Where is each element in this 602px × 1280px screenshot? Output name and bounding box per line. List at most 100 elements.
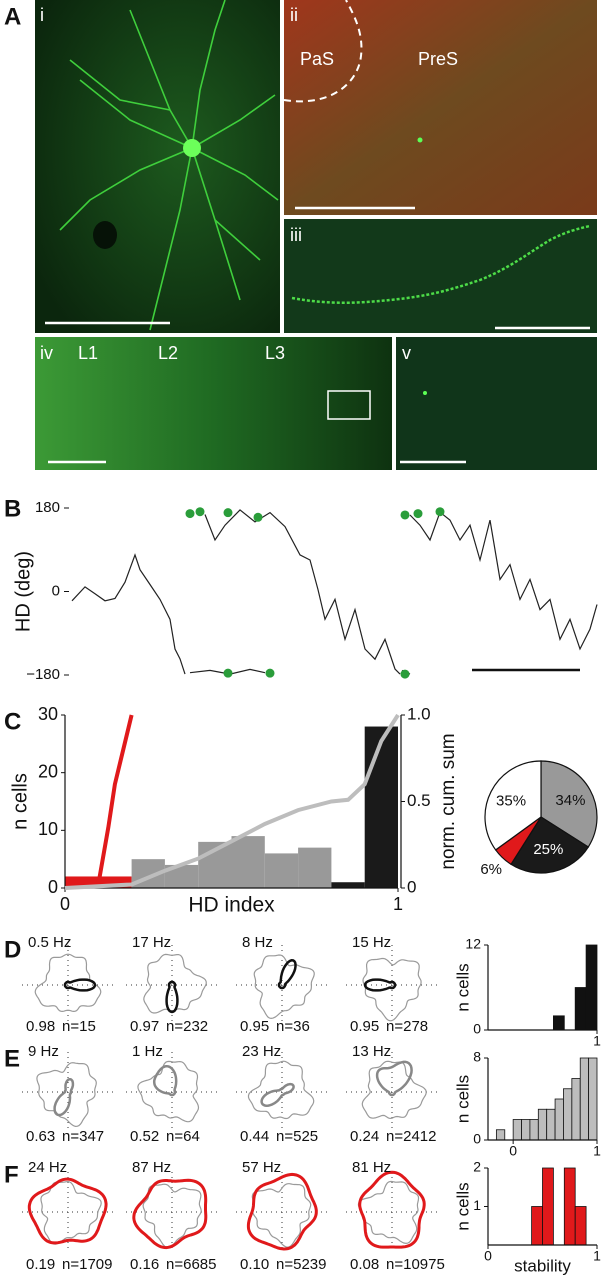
y-tick-label: −180 [26, 666, 60, 683]
x-tick-label: 0 [484, 1248, 492, 1264]
stability: 0.63 [26, 1128, 55, 1145]
panel-letter: D [4, 936, 21, 963]
cell-count: n=347 [62, 1128, 104, 1145]
stability: 0.16 [130, 1256, 159, 1273]
tuning-curve [358, 1170, 426, 1249]
bar [574, 1206, 587, 1246]
bar [65, 876, 99, 888]
spike [223, 668, 233, 678]
bar [571, 1078, 581, 1141]
tuning-curve [63, 978, 97, 992]
panel-letter: B [4, 495, 21, 522]
panel-letter: A [4, 3, 21, 30]
x-tick-label: 1 [593, 1248, 601, 1264]
spike [185, 509, 195, 519]
cell-count: n=15 [62, 1018, 96, 1035]
bar [574, 987, 587, 1031]
occupancy-outline [247, 1060, 315, 1120]
stability: 0.95 [240, 1018, 269, 1035]
soma [183, 139, 201, 157]
occupancy-outline [34, 953, 102, 1013]
cell-count: n=1709 [62, 1256, 112, 1273]
cell-count: n=525 [276, 1128, 318, 1145]
stability: 0.98 [26, 1018, 55, 1035]
y-tick-label: 2 [473, 1159, 481, 1175]
y-axis-label: HD (deg) [12, 551, 34, 632]
firing-rate: 8 Hz [242, 934, 273, 951]
layer-label: L2 [158, 343, 178, 363]
y2-axis-label: norm. cum. sum [438, 733, 459, 869]
firing-rate: 81 Hz [352, 1159, 391, 1176]
stability: 0.24 [350, 1128, 379, 1145]
bar [585, 944, 598, 1031]
shadow [93, 221, 117, 249]
tuning-curve [246, 1172, 318, 1251]
tuning-curve [277, 959, 297, 990]
cumulative-line [96, 714, 134, 885]
occupancy-outline [361, 1060, 427, 1120]
x-tick-label: 0 [60, 894, 70, 914]
y-tick-label: 0 [473, 1131, 481, 1147]
bar [331, 882, 365, 888]
y-tick-label: 10 [38, 819, 58, 839]
bar [98, 876, 132, 888]
firing-rate: 1 Hz [132, 1043, 163, 1060]
micrograph [284, 219, 597, 333]
y-axis-label: n cells [453, 963, 472, 1011]
stability: 0.19 [26, 1256, 55, 1273]
tuning-curve [27, 1177, 108, 1245]
y-tick-label: 0 [473, 1021, 481, 1037]
x-axis-label: stability [514, 1256, 571, 1275]
x-tick-label: 0 [509, 1143, 517, 1159]
x-axis-label: HD index [188, 894, 275, 917]
pie-label: 6% [480, 861, 502, 878]
y2-tick-label: 1.0 [407, 704, 431, 723]
bar [542, 1167, 554, 1246]
tuning-curve [132, 1178, 208, 1250]
pie-slice [484, 760, 542, 851]
micrograph [35, 0, 280, 333]
y-tick-label: 8 [473, 1049, 481, 1065]
image-label: ii [290, 5, 298, 25]
tuning-curve [260, 1082, 295, 1107]
region-label: PreS [418, 49, 458, 69]
occupancy-outline [40, 1180, 102, 1245]
bar [579, 1057, 590, 1141]
firing-rate: 0.5 Hz [28, 934, 71, 951]
bar [164, 864, 199, 888]
y-tick-label: 0 [52, 582, 60, 599]
y-tick-label: 30 [38, 704, 58, 724]
cell-count: n=5239 [276, 1256, 326, 1273]
y-tick-label: 1 [473, 1197, 481, 1213]
x-tick-label: 1 [593, 1033, 601, 1049]
stability: 0.08 [350, 1256, 379, 1273]
firing-rate: 9 Hz [28, 1043, 59, 1060]
cell-count: n=10975 [386, 1256, 445, 1273]
y-tick-label: 20 [38, 761, 58, 781]
stability: 0.44 [240, 1128, 269, 1145]
soma [417, 137, 423, 143]
occupancy-outline [142, 1183, 202, 1249]
panel-a: A i ii iii iv v PaS PreS L1 L2 [4, 0, 597, 470]
micrograph [396, 337, 597, 470]
y-tick-label: 12 [465, 936, 481, 952]
spike [195, 507, 205, 517]
bar [512, 1119, 522, 1141]
occupancy-outline [143, 953, 207, 1014]
bar [563, 1088, 573, 1141]
cell-count: n=232 [166, 1018, 208, 1035]
y2-tick-label: 0 [407, 877, 416, 896]
x-tick-label: 1 [393, 894, 403, 914]
pie-label: 35% [496, 793, 526, 810]
boundary [283, 0, 363, 103]
spike [253, 512, 263, 522]
y-axis-label: n cells [453, 1075, 472, 1123]
cell-count: n=36 [276, 1018, 310, 1035]
bar [364, 726, 398, 888]
bar [529, 1119, 539, 1141]
pie-label: 34% [555, 792, 585, 809]
spike [400, 510, 410, 520]
bar [531, 1206, 543, 1246]
stability: 0.52 [130, 1128, 159, 1145]
spike [223, 508, 233, 518]
